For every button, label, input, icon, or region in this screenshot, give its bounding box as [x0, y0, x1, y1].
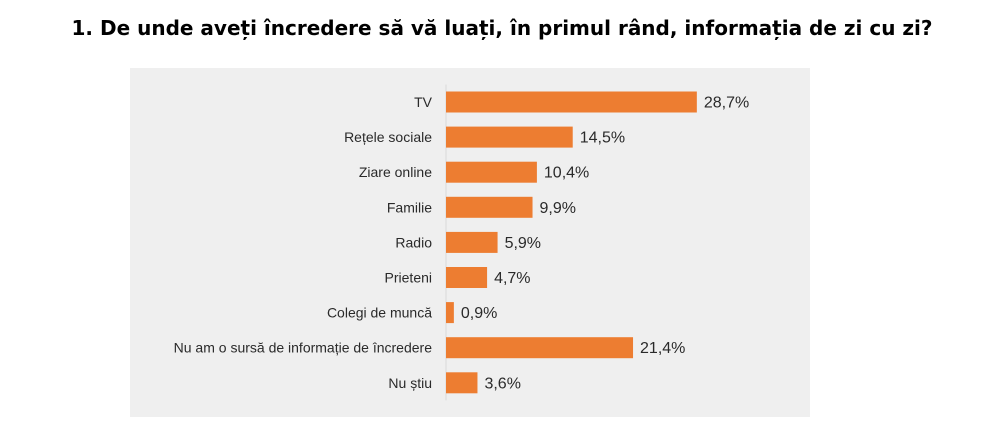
bar: [446, 196, 533, 218]
value-label: 9,9%: [540, 200, 576, 217]
category-labels: TV Rețele sociale Ziare online Familie Radio…: [174, 94, 433, 391]
bar: [446, 267, 488, 288]
category-label: Colegi de muncă: [327, 305, 432, 321]
category-label: Radio: [395, 234, 432, 250]
bar: [446, 302, 454, 324]
bar-chart: TV Rețele sociale Ziare online Familie Radio…: [174, 84, 749, 401]
bar: [446, 91, 697, 113]
value-labels: 28,7% 14,5% 10,4% 9,9% 5,9% 4,7% 0,9% 21,4% 3,6%: [461, 95, 749, 393]
question-title: 1. De unde aveți încredere să vă luați, …: [71, 16, 933, 40]
bar: [446, 231, 498, 253]
bar: [446, 161, 537, 183]
category-label: Ziare online: [359, 164, 432, 180]
bar: [446, 372, 478, 394]
category-label: Nu am o sursă de informație de încredere: [174, 340, 433, 356]
value-label: 10,4%: [544, 165, 589, 182]
category-label: Prieteni: [385, 270, 432, 286]
bar: [446, 126, 573, 148]
value-label: 14,5%: [580, 130, 625, 147]
value-label: 4,7%: [494, 270, 530, 287]
value-label: 21,4%: [640, 340, 685, 357]
value-label: 3,6%: [484, 375, 520, 392]
bar: [446, 337, 634, 359]
chart-panel: TV Rețele sociale Ziare online Familie Radio…: [130, 68, 810, 417]
category-label: Rețele sociale: [344, 129, 432, 145]
category-label: TV: [414, 94, 433, 110]
value-label: 5,9%: [505, 235, 541, 252]
value-label: 28,7%: [704, 95, 749, 112]
category-label: Nu știu: [388, 375, 432, 391]
value-label: 0,9%: [461, 305, 497, 322]
bars: [446, 91, 697, 394]
category-label: Familie: [387, 199, 432, 215]
